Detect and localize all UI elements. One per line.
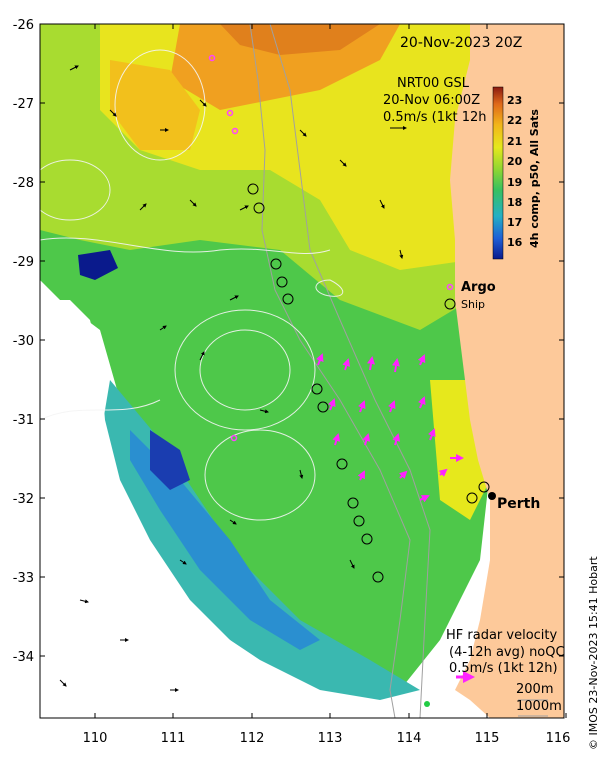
plot-area: [40, 24, 564, 718]
x-tick-label: 113: [318, 731, 343, 746]
gsl-annotation: NRT00 GSL 20-Nov 06:00Z 0.5m/s (1kt 12h: [383, 76, 487, 125]
colorbar-tick: 18: [507, 196, 522, 209]
argo-legend-symbol: [446, 283, 454, 291]
colorbar-tick: 22: [507, 114, 522, 127]
gsl-line-1: NRT00 GSL: [397, 76, 470, 91]
ship-positions: [247, 183, 490, 583]
colorbar-label: 4h comp, p50, All Sats: [528, 109, 541, 248]
hf-radar-annotation: HF radar velocity (4-12h avg) noQC 0.5m/…: [446, 628, 565, 676]
ship-legend-label: Ship: [461, 298, 485, 311]
colorbar-tick: 23: [507, 94, 522, 107]
x-tick-labels: 110 111 112 113 114 115 116: [83, 731, 571, 746]
contour-label-200m: 200m: [516, 682, 553, 697]
colorbar-tick: 16: [507, 236, 523, 249]
hf-radar-line-3: 0.5m/s (1kt 12h): [449, 661, 558, 676]
colorbar-tick: 21: [507, 135, 522, 148]
colorbar-scale: [492, 86, 504, 260]
y-tick-label: -29: [13, 255, 34, 270]
axis-ticks: [40, 23, 567, 718]
x-tick-label: 111: [161, 731, 186, 746]
x-tick-label: 112: [240, 731, 265, 746]
y-tick-label: -27: [13, 97, 34, 112]
isotherms: [40, 49, 343, 521]
colorbar-tick: 17: [507, 216, 522, 229]
y-tick-label: -28: [13, 176, 34, 191]
colorbar: 16 17 18 19 20 21 22 23 4h comp, p50, Al…: [492, 86, 541, 260]
hf-radar-line-1: HF radar velocity: [446, 628, 558, 643]
hf-radar-line-2: (4-12h avg) noQC: [449, 645, 565, 660]
plot-frame: [39, 23, 565, 719]
current-vectors: [59, 65, 404, 692]
y-tick-label: -26: [13, 18, 34, 33]
y-tick-label: -33: [13, 571, 34, 586]
bathymetry-contours: [249, 24, 431, 718]
marker-legend: Argo Ship: [444, 280, 496, 311]
y-tick-label: -30: [13, 334, 34, 349]
ship-legend-symbol: [444, 298, 456, 310]
station-marker: [424, 701, 430, 707]
x-tick-label: 115: [475, 731, 500, 746]
argo-floats: [208, 54, 239, 442]
colorbar-tick: 20: [507, 155, 523, 168]
gsl-line-3: 0.5m/s (1kt 12h: [383, 110, 487, 125]
no-data-region: [40, 300, 420, 718]
x-tick-label: 116: [546, 731, 571, 746]
credit-label: © IMOS 23-Nov-2023 15:41 Hobart: [587, 556, 600, 750]
x-tick-label: 110: [83, 731, 108, 746]
y-tick-label: -32: [13, 492, 34, 507]
colorbar-tick: 19: [507, 176, 522, 189]
y-tick-labels: -26 -27 -28 -29 -30 -31 -32 -33 -34: [13, 18, 34, 665]
y-tick-label: -34: [13, 650, 34, 665]
sst-field: [40, 24, 490, 700]
contour-label-1000m: 1000m: [516, 699, 562, 714]
x-tick-label: 114: [397, 731, 422, 746]
map-timestamp: 20-Nov-2023 20Z: [400, 35, 522, 51]
perth-marker: [488, 492, 496, 500]
city-label-perth: Perth: [497, 496, 540, 512]
gsl-line-2: 20-Nov 06:00Z: [383, 93, 480, 108]
hf-radar-vectors: [316, 353, 464, 503]
land: [450, 24, 564, 718]
contour-legend: 200m 1000m: [516, 682, 562, 714]
argo-legend-label: Argo: [461, 280, 496, 295]
y-tick-label: -31: [13, 413, 34, 428]
